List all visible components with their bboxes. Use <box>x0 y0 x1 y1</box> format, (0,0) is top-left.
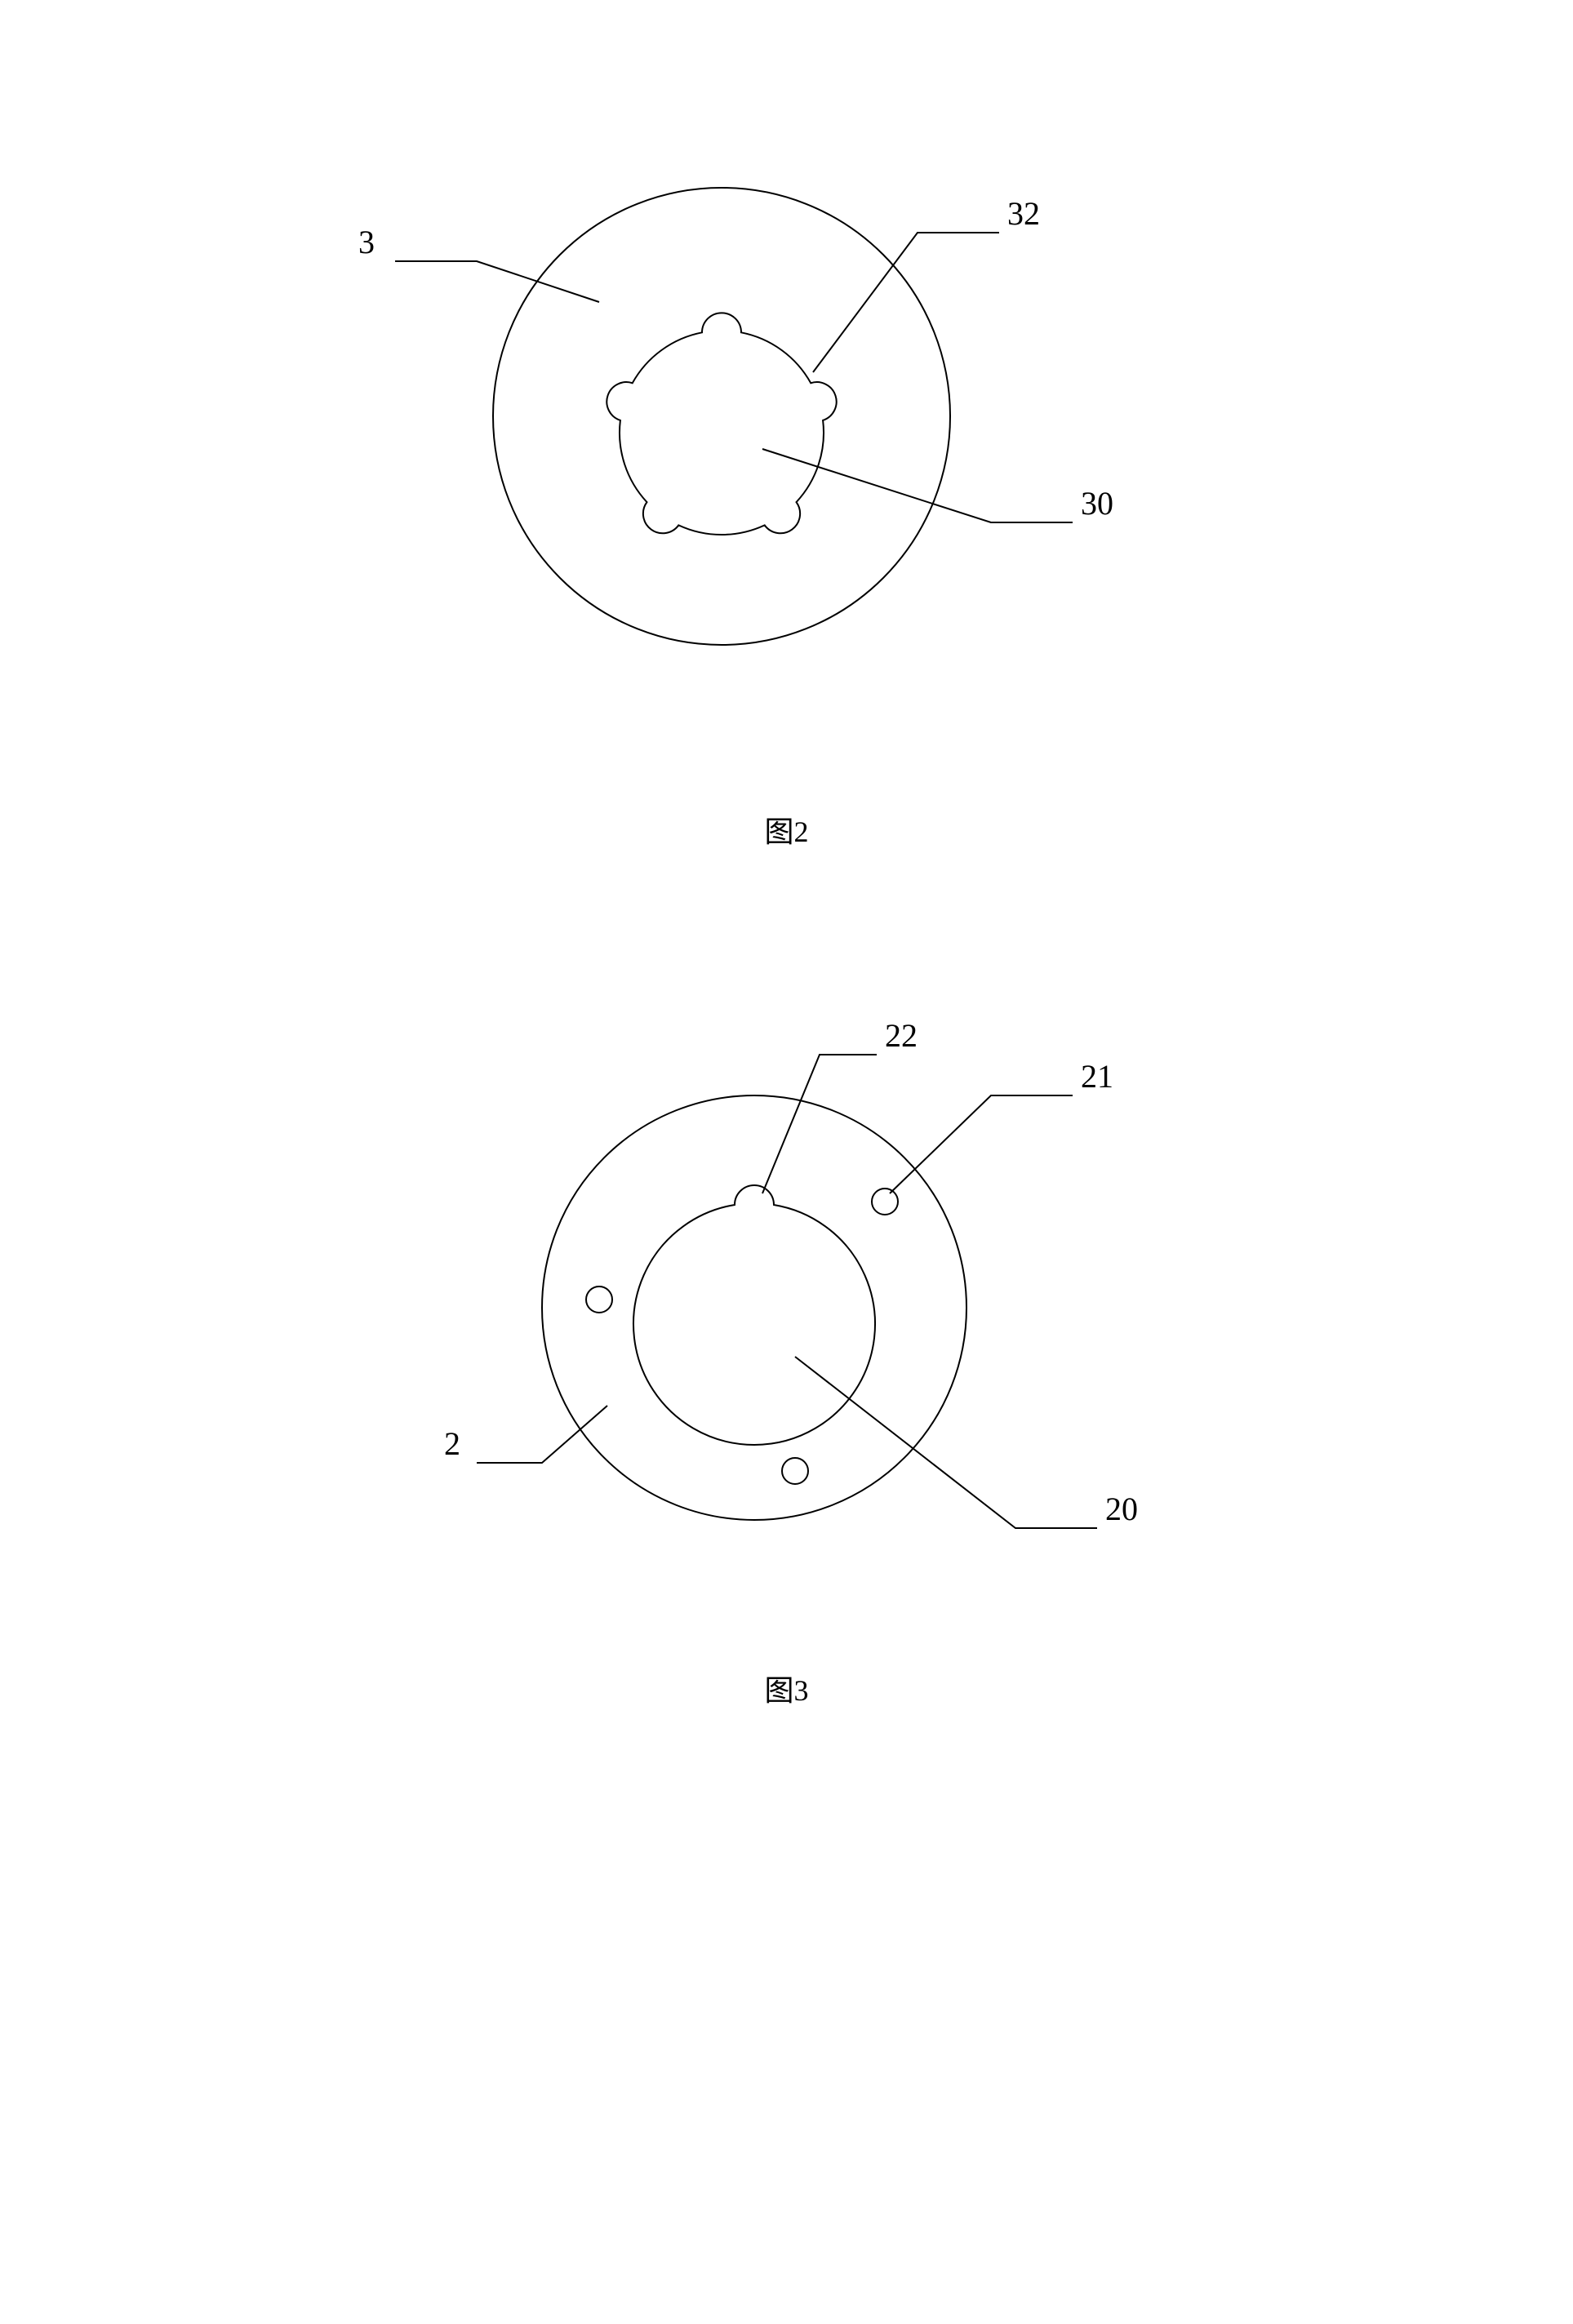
svg-text:30: 30 <box>1081 485 1113 522</box>
svg-text:22: 22 <box>885 1017 918 1054</box>
figure-3-caption: 图3 <box>764 1667 808 1709</box>
figure-3-container: 22 21 2 20 图3 <box>297 949 1277 1709</box>
svg-text:2: 2 <box>444 1425 460 1462</box>
figure-2-svg: 3 32 30 <box>297 49 1277 784</box>
svg-text:32: 32 <box>1007 195 1040 232</box>
svg-text:20: 20 <box>1105 1491 1138 1527</box>
figure-3-svg: 22 21 2 20 <box>297 949 1277 1642</box>
svg-text:21: 21 <box>1081 1058 1113 1095</box>
svg-text:3: 3 <box>358 224 375 260</box>
figure-2-container: 3 32 30 图2 <box>297 49 1277 851</box>
figure-2-caption: 图2 <box>764 808 808 851</box>
